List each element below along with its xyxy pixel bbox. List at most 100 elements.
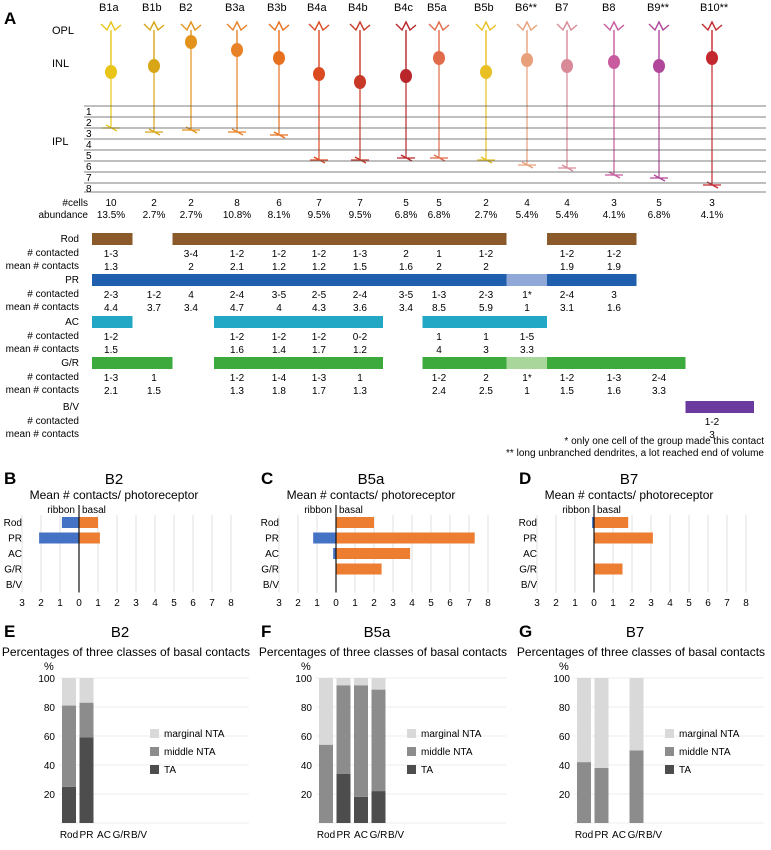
tick-label: 3 [276, 598, 282, 609]
cell-body [231, 43, 243, 57]
gr-mean-12: 1.6 [607, 386, 621, 397]
cell-type-label-4: B3b [267, 2, 287, 14]
tick-label: 2 [38, 598, 44, 609]
cell-count-0: 10 [105, 198, 117, 209]
basal-bar-Rod [79, 517, 98, 528]
rod-mean-12: 1.9 [607, 262, 621, 273]
contact-group-pr: PR # contacted mean # contacts 2-3 1-2 4 2-4 3-… [6, 274, 637, 314]
marginal-segment-G/R [629, 678, 644, 751]
chart-title: B2 [105, 471, 123, 488]
pr-contacted-9: 2-3 [479, 290, 494, 301]
category-label: B/V [521, 580, 537, 591]
axon-terminal [477, 156, 495, 164]
pr-contacted-7: 3-5 [399, 290, 414, 301]
category-label: G/R [113, 830, 131, 841]
y-tick: 80 [559, 703, 571, 714]
cell-type-label-14: B10** [700, 2, 729, 14]
cell-count-1: 2 [151, 198, 157, 209]
pr-contacted-5: 2-5 [312, 290, 327, 301]
pr-mean-7: 3.4 [399, 303, 413, 314]
ac-contacted-label: # contacted [27, 331, 79, 342]
tick-label: 4 [667, 598, 673, 609]
chart-subtitle: Percentages of three classes of basal co… [517, 645, 765, 659]
neuron-renderings [100, 20, 723, 189]
tick-label: 6 [705, 598, 711, 609]
bipolar-cell-13 [648, 20, 670, 182]
category-label: B/V [131, 830, 147, 841]
bipolar-cell-3 [226, 20, 248, 136]
category-label: Rod [261, 518, 279, 529]
stratum-number-2: 3 [86, 129, 92, 140]
legend-label-0: marginal NTA [164, 729, 225, 740]
tick-label: 4 [152, 598, 158, 609]
category-label: AC [612, 830, 626, 841]
axon-terminal [430, 154, 448, 162]
rod-mean-11: 1.9 [560, 262, 574, 273]
marginal-segment-AC [354, 678, 368, 686]
axon-terminal [228, 128, 246, 136]
cell-count-7: 5 [403, 198, 409, 209]
gr-contacted-3: 1-2 [230, 373, 245, 384]
dendrite-tree [143, 20, 165, 60]
contact-table: Rod # contacted mean # contacts 1-3 3-4 1-2 1-… [6, 233, 754, 441]
gr-mean-0: 2.1 [104, 386, 118, 397]
pr-mean-10: 1 [524, 303, 530, 314]
ac-mean-label: mean # contacts [6, 344, 79, 355]
legend-label-1: middle NTA [421, 747, 473, 758]
gr-mean-1: 1.5 [147, 386, 161, 397]
category-label: G/R [370, 830, 388, 841]
legend-swatch-1 [665, 747, 674, 756]
abundance-1: 2.7% [143, 210, 166, 221]
abundance-5: 9.5% [308, 210, 331, 221]
basal-bar-PR [594, 532, 653, 544]
cell-count-10: 4 [524, 198, 530, 209]
chart-title: B7 [620, 471, 638, 488]
legend-label-2: TA [421, 765, 433, 776]
category-label: B/V [388, 830, 404, 841]
axon-terminal [270, 131, 288, 139]
rod-mean-8: 2 [436, 262, 442, 273]
y-tick: 80 [44, 703, 56, 714]
cell-type-label-6: B4b [348, 2, 368, 14]
legend-swatch-0 [407, 729, 416, 738]
ac-mean-10: 3.3 [520, 345, 534, 356]
cell-type-headers: B1a B1b B2 B3a B3b B4a B4b B4c B5a B5b B6** B7 B8 B9*… [99, 2, 729, 14]
cell-body [313, 67, 325, 81]
ribbon-label: ribbon [47, 505, 75, 516]
pr-mean-6: 3.6 [353, 303, 367, 314]
basal-label: basal [82, 505, 106, 516]
gr-mean-4: 1.8 [272, 386, 286, 397]
cell-count-8: 5 [436, 198, 442, 209]
axon-terminal [310, 156, 328, 164]
rod-contacted-7: 2 [403, 249, 409, 260]
gr-contacted-6: 1 [357, 373, 363, 384]
cell-body [105, 65, 117, 79]
legend-swatch-0 [665, 729, 674, 738]
footnote-single-cell: * only one cell of the group made this c… [564, 436, 764, 447]
percent-chart-g: G B7 Percentages of three classes of basal… [517, 622, 765, 841]
middle-segment-PR [594, 767, 609, 823]
dendrite-tree [516, 20, 538, 54]
dendrite-tree [556, 20, 578, 60]
cell-counts-row: 1013.5%22.7%22.7%810.8%68.1%79.5%79.5%56… [97, 198, 724, 221]
panel-letter-e: E [4, 622, 15, 641]
contact-group-bv: B/V # contacted mean # contacts 1-2 3 [6, 401, 754, 441]
bipolar-cell-2 [180, 20, 202, 134]
cell-body [521, 53, 533, 67]
marginal-segment-PR [594, 678, 609, 768]
tick-label: 7 [466, 598, 472, 609]
category-label: Rod [60, 830, 78, 841]
ac-contacted-5: 1-2 [312, 332, 327, 343]
y-tick: 20 [301, 790, 313, 801]
category-label: AC [265, 549, 279, 560]
rod-contacted-12: 1-2 [607, 249, 622, 260]
bipolar-cell-14 [701, 20, 723, 189]
tick-label: 8 [743, 598, 749, 609]
middle-segment-PR [79, 702, 94, 738]
y-tick: 20 [559, 790, 571, 801]
abundance-0: 13.5% [97, 210, 125, 221]
y-tick: 40 [301, 761, 313, 772]
tick-label: 0 [76, 598, 82, 609]
y-tick: 20 [44, 790, 56, 801]
